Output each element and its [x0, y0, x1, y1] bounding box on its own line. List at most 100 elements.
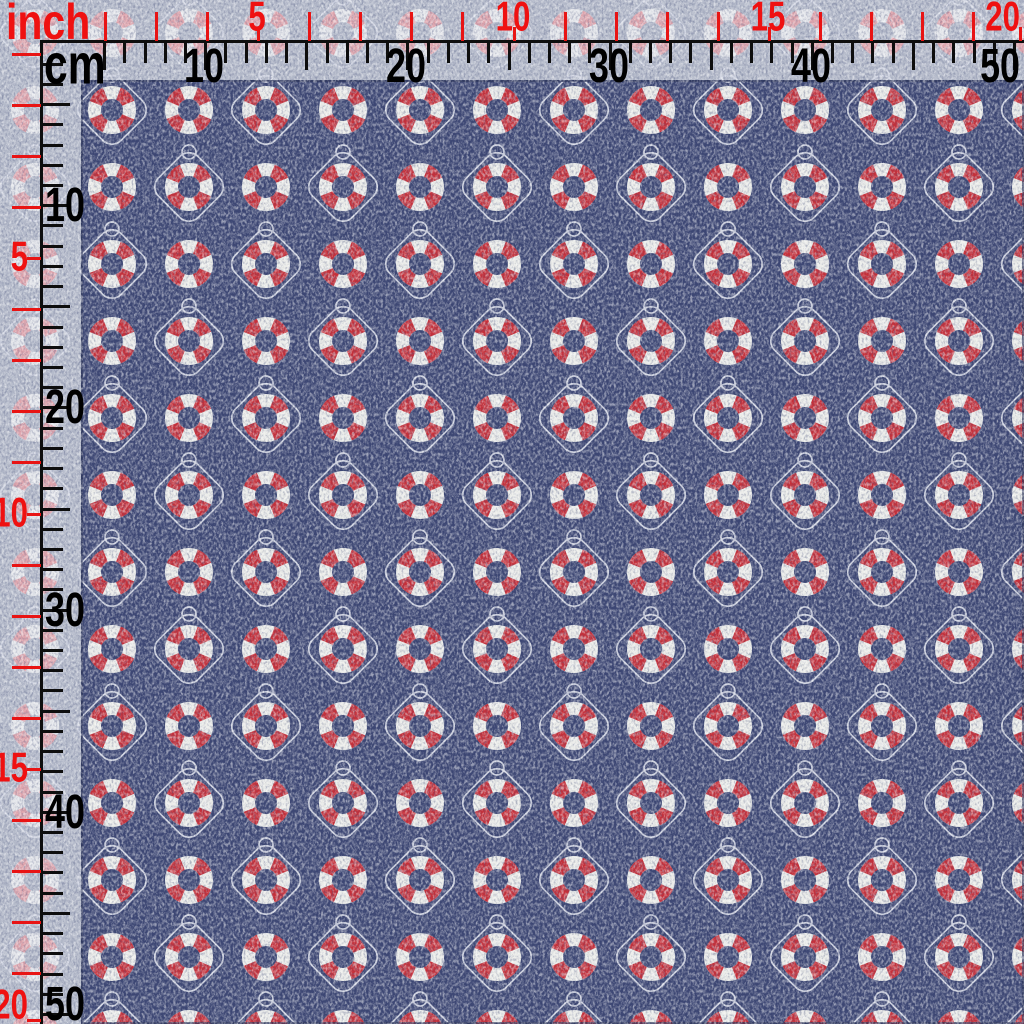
inch-number: 15: [0, 744, 28, 792]
inch-tick: [12, 206, 41, 209]
inch-tick: [12, 972, 41, 975]
cm-tick: [366, 43, 369, 63]
cm-tick: [892, 43, 895, 63]
inch-tick: [12, 564, 41, 567]
inch-tick: [27, 513, 41, 516]
cm-tick: [973, 43, 976, 63]
cm-tick: [43, 669, 63, 672]
cm-tick: [952, 43, 955, 63]
inch-tick: [12, 308, 41, 311]
cm-tick: [588, 43, 591, 63]
cm-tick: [811, 43, 814, 70]
inch-tick: [27, 1019, 41, 1022]
inch-unit-label: inch: [6, 0, 91, 50]
cm-tick: [43, 245, 63, 248]
inch-tick: [104, 12, 107, 41]
inch-tick: [768, 27, 771, 41]
cm-tick: [43, 831, 63, 834]
inch-number: 20: [0, 981, 28, 1024]
inch-number: 5: [10, 233, 28, 281]
cm-tick: [346, 43, 349, 63]
cm-tick: [427, 43, 430, 63]
cm-tick: [43, 791, 63, 794]
inch-tick: [12, 921, 41, 924]
cm-tick: [43, 710, 70, 713]
cm-tick: [43, 305, 70, 308]
inch-number: 10: [0, 489, 28, 537]
cm-tick: [831, 43, 834, 63]
cm-tick: [204, 43, 207, 70]
inch-tick: [615, 12, 618, 41]
cm-tick: [43, 770, 63, 773]
cm-tick: [43, 730, 63, 733]
inch-tick: [972, 12, 975, 41]
inch-tick: [359, 12, 362, 41]
cm-tick: [43, 63, 63, 66]
cm-tick: [43, 528, 63, 531]
cm-tick: [791, 43, 794, 63]
cm-tick: [43, 1013, 70, 1016]
cm-tick: [43, 366, 63, 369]
cm-tick: [43, 326, 63, 329]
inch-tick: [12, 410, 41, 413]
ruler-line-horizontal: [40, 40, 1024, 43]
cm-tick: [629, 43, 632, 63]
cm-tick: [43, 103, 70, 106]
inch-tick: [410, 12, 413, 41]
cm-tick: [43, 689, 63, 692]
cm-tick: [265, 43, 268, 63]
cm-number: 20: [45, 378, 85, 434]
cm-tick: [43, 83, 63, 86]
inch-tick: [12, 666, 41, 669]
cm-number: 40: [791, 37, 831, 93]
cm-tick: [43, 265, 63, 268]
inch-tick: [12, 155, 41, 158]
inch-tick: [12, 717, 41, 720]
cm-tick: [43, 811, 70, 814]
cm-tick: [43, 487, 63, 490]
cm-number: 10: [184, 37, 224, 93]
cm-tick: [871, 43, 874, 63]
cm-tick: [43, 932, 63, 935]
cm-tick: [43, 204, 70, 207]
cm-tick: [43, 912, 70, 915]
cm-tick: [103, 43, 106, 70]
cm-tick: [568, 43, 571, 63]
inch-tick: [12, 870, 41, 873]
cm-tick: [447, 43, 450, 63]
cm-tick: [43, 508, 70, 511]
cm-tick: [932, 43, 935, 63]
inch-tick: [12, 461, 41, 464]
cm-tick: [386, 43, 389, 63]
cm-tick: [164, 43, 167, 63]
cm-tick: [912, 43, 915, 70]
inch-tick: [666, 12, 669, 41]
cm-tick: [43, 609, 70, 612]
cm-tick: [528, 43, 531, 63]
inch-number: 20: [985, 0, 1020, 41]
cm-tick: [224, 43, 227, 63]
inch-tick: [1019, 27, 1022, 41]
cm-tick: [43, 952, 63, 955]
cm-tick: [851, 43, 854, 63]
inch-number: 10: [495, 0, 531, 41]
inch-tick: [257, 27, 260, 41]
cm-tick: [43, 144, 63, 147]
cm-number: 20: [386, 37, 426, 93]
cm-number: 40: [45, 783, 85, 839]
cm-tick: [993, 43, 996, 63]
cm-tick: [43, 993, 63, 996]
cm-tick: [669, 43, 672, 63]
cm-number: 10: [45, 176, 85, 232]
inch-tick: [461, 12, 464, 41]
cm-tick: [285, 43, 288, 63]
inch-tick: [27, 768, 41, 771]
cm-tick: [43, 629, 63, 632]
inch-tick: [870, 12, 873, 41]
cm-tick: [43, 750, 63, 753]
cm-tick: [184, 43, 187, 63]
cm-tick: [750, 43, 753, 63]
cm-tick: [467, 43, 470, 63]
